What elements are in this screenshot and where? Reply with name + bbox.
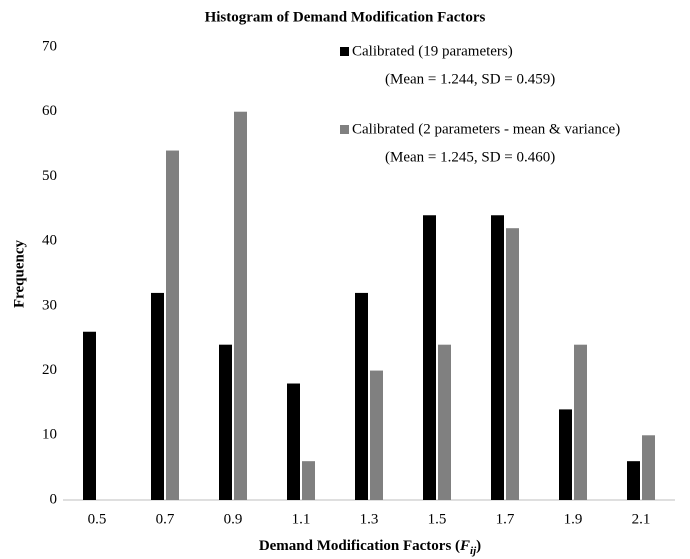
bar — [574, 344, 587, 500]
bar — [642, 435, 655, 500]
legend-label: Calibrated (19 parameters) — [352, 43, 513, 59]
x-tick-label: 0.9 — [224, 511, 243, 527]
bar — [506, 228, 519, 500]
x-tick-label: 1.9 — [564, 511, 583, 527]
y-tick-label: 10 — [42, 427, 57, 443]
y-tick-label: 70 — [42, 38, 57, 54]
bar — [234, 111, 247, 500]
bar — [166, 150, 179, 501]
legend-label: Calibrated (2 parameters - mean & varian… — [352, 121, 620, 137]
bar — [491, 215, 504, 500]
bar — [370, 370, 383, 500]
y-tick-label: 40 — [42, 233, 57, 249]
y-tick-label: 20 — [42, 362, 57, 378]
legend-swatch — [340, 125, 349, 134]
bar — [287, 383, 300, 500]
x-label-symbol: F — [459, 538, 470, 554]
bar — [355, 292, 368, 500]
x-label-subscript: ij — [470, 545, 477, 557]
x-tick-label: 1.1 — [292, 511, 311, 527]
x-tick-label: 1.3 — [360, 511, 379, 527]
bar — [627, 461, 640, 500]
y-tick-label: 30 — [42, 297, 57, 313]
x-tick-label: 1.5 — [428, 511, 447, 527]
bar — [302, 461, 315, 500]
y-tick-label: 50 — [42, 168, 57, 184]
x-tick-label: 0.5 — [88, 511, 107, 527]
x-tick-label: 0.7 — [156, 511, 175, 527]
y-tick-label: 0 — [50, 491, 58, 507]
x-tick-label: 1.7 — [496, 511, 515, 527]
bar — [559, 409, 572, 500]
x-label-text: Demand Modification Factors ( — [259, 538, 460, 554]
bar — [219, 344, 232, 500]
y-tick-label: 60 — [42, 103, 57, 119]
bar — [83, 331, 96, 500]
x-axis-label: Demand Modification Factors (Fij) — [259, 538, 481, 556]
x-tick-label: 2.1 — [632, 511, 651, 527]
legend-swatch — [340, 47, 349, 56]
x-label-close: ) — [476, 538, 481, 554]
y-axis-label: Frequency — [11, 239, 27, 308]
legend-note: (Mean = 1.244, SD = 0.459) — [385, 71, 555, 87]
bar — [423, 215, 436, 500]
chart-title: Histogram of Demand Modification Factors — [205, 9, 486, 25]
legend-note: (Mean = 1.245, SD = 0.460) — [385, 149, 555, 165]
bar — [151, 292, 164, 500]
bar — [438, 344, 451, 500]
